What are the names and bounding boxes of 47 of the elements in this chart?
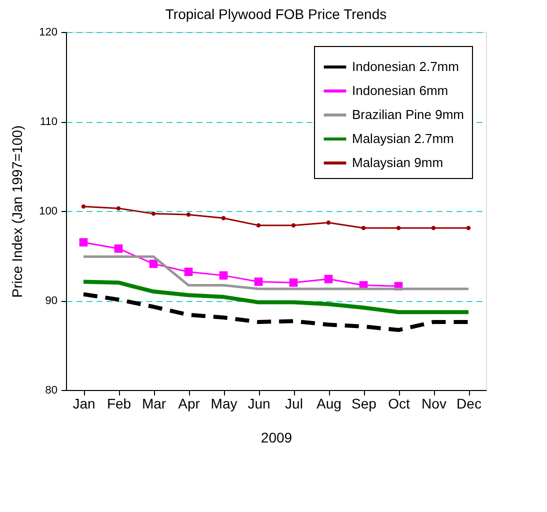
point — [361, 226, 366, 230]
y-tick-label: 100 — [39, 206, 58, 218]
legend-label: Brazilian Pine 9mm — [352, 107, 464, 122]
point — [291, 223, 296, 228]
x-tick-label: Jul — [285, 396, 303, 412]
point — [149, 260, 158, 268]
x-tick-label: Mar — [142, 396, 166, 412]
legend-label: Malaysian 2.7mm — [352, 131, 454, 146]
x-tick-label: Apr — [178, 396, 200, 412]
legend-label: Indonesian 2.7mm — [352, 59, 459, 74]
y-tick-label: 80 — [45, 384, 58, 396]
y-tick-label: 110 — [40, 116, 58, 128]
x-tick-label: Nov — [422, 396, 446, 412]
point — [396, 226, 401, 230]
x-tick-label: Jan — [72, 396, 96, 412]
point — [326, 220, 331, 225]
point — [81, 204, 86, 209]
x-tick-label: Jun — [248, 396, 270, 412]
chart-title: Tropical Plywood FOB Price Trends — [165, 6, 387, 22]
point — [221, 216, 226, 220]
point — [256, 223, 261, 228]
legend-label: Malaysian 9mm — [352, 155, 444, 170]
y-tick-label: 120 — [39, 26, 58, 38]
y-tick-label: 90 — [45, 295, 58, 307]
x-tick-label: Aug — [316, 396, 342, 412]
legend-label: Indonesian 6mm — [352, 83, 448, 98]
point — [219, 271, 228, 280]
line-series — [82, 292, 470, 332]
x-tick-label: Sep — [352, 396, 377, 412]
point — [116, 206, 121, 210]
point — [184, 268, 193, 276]
y-axis-title: Price Index (Jan 1997=100) — [9, 125, 26, 298]
x-tick-label: May — [210, 396, 238, 412]
point — [186, 212, 191, 217]
x-axis-title: 2009 — [260, 430, 292, 446]
point — [466, 226, 471, 230]
x-tick-label: Dec — [456, 396, 482, 412]
line-series — [82, 280, 470, 314]
point — [151, 212, 156, 216]
x-tick-label: Feb — [106, 396, 132, 412]
x-tick-label: Oct — [388, 396, 410, 412]
point — [431, 226, 436, 230]
point — [79, 238, 88, 247]
point — [289, 278, 298, 287]
point — [114, 244, 123, 253]
point — [254, 278, 263, 286]
point — [324, 274, 333, 284]
